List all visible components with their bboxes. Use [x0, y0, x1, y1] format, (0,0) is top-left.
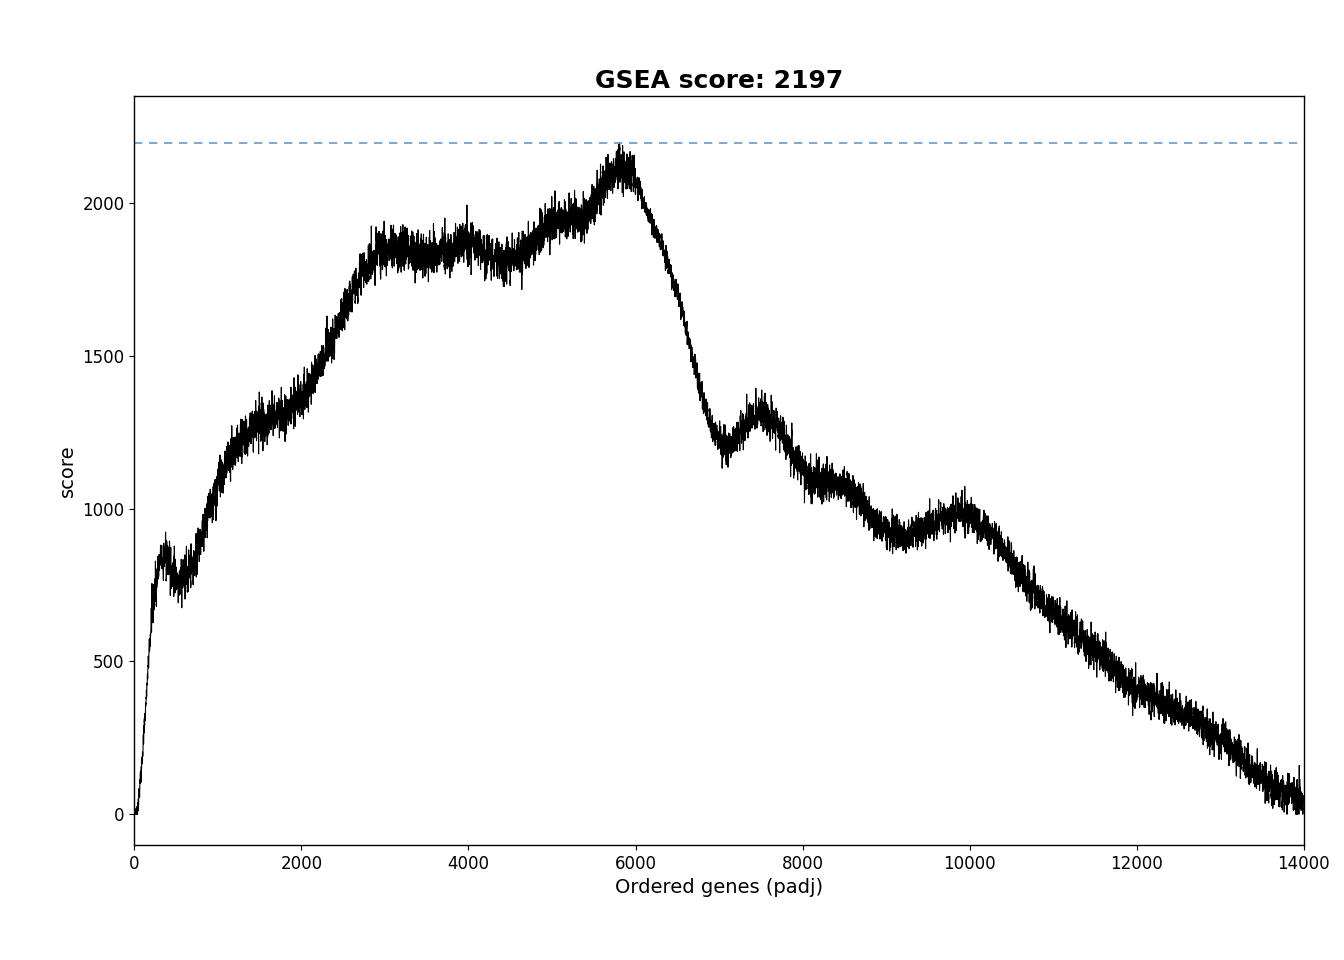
X-axis label: Ordered genes (padj): Ordered genes (padj): [616, 878, 823, 897]
Title: GSEA score: 2197: GSEA score: 2197: [595, 69, 843, 93]
Y-axis label: score: score: [58, 444, 77, 496]
